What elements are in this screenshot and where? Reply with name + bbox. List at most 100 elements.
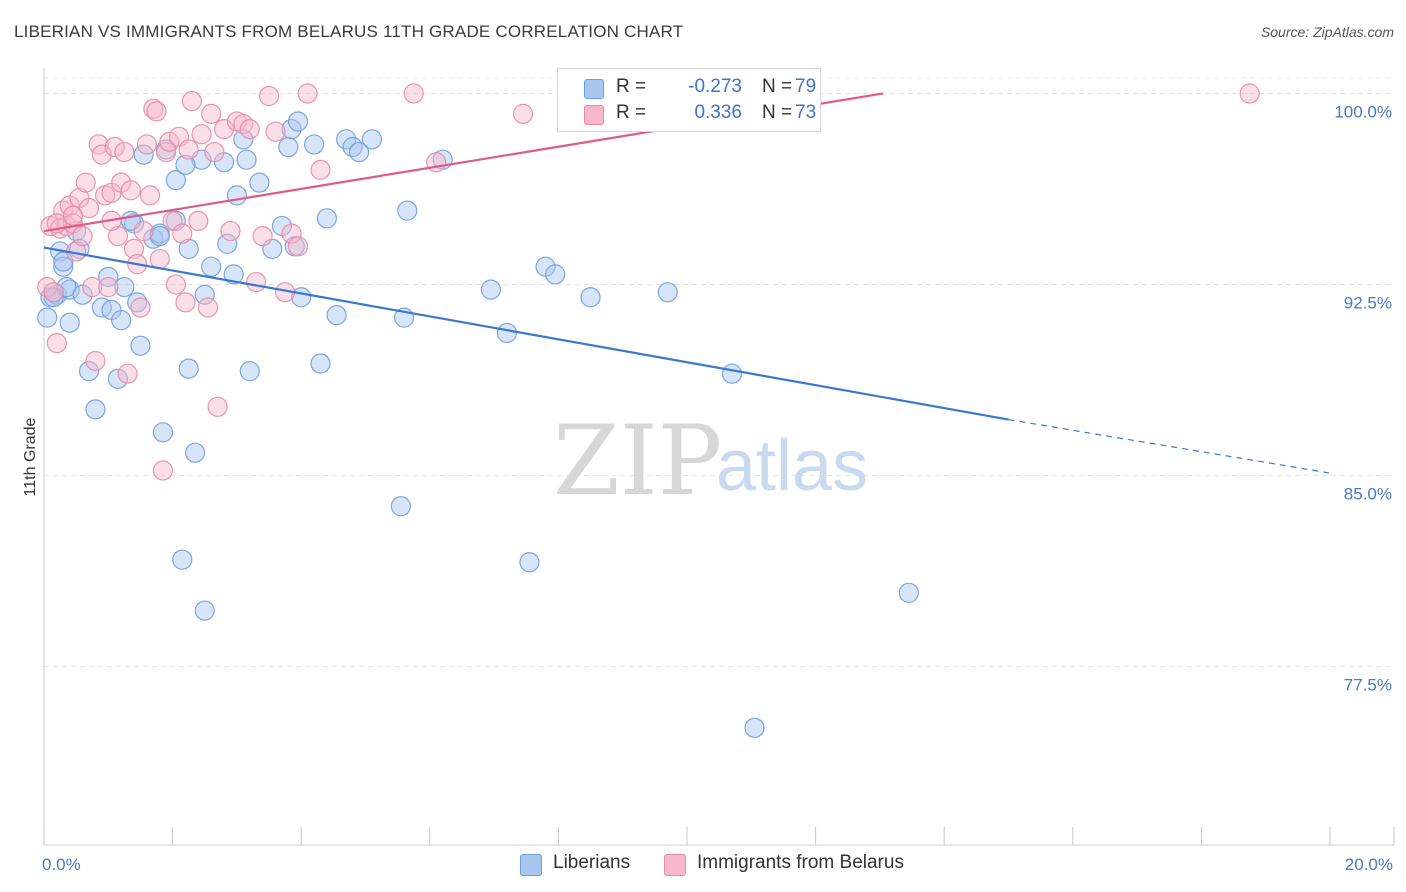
data-point: [316, 208, 338, 229]
data-point: [43, 282, 64, 303]
x-tick-label: 20.0%: [1345, 855, 1393, 874]
axes: [43, 68, 1395, 846]
data-point: [303, 134, 325, 155]
series-0-points: [37, 111, 919, 738]
watermark-zip: ZIP: [553, 405, 722, 517]
data-point: [152, 422, 174, 443]
data-point: [172, 223, 193, 244]
legend-r-label: R =: [616, 76, 647, 97]
data-points: [37, 83, 1260, 738]
data-point: [120, 180, 141, 201]
data-point: [246, 271, 267, 293]
data-point: [721, 363, 743, 384]
data-point: [287, 236, 309, 257]
data-point: [85, 350, 106, 372]
data-point: [580, 287, 601, 308]
data-point: [172, 549, 193, 570]
legend-n-label: N =: [762, 76, 793, 97]
data-point: [310, 159, 331, 181]
y-tick-label: 100.0%: [1334, 102, 1392, 121]
data-point: [72, 226, 93, 247]
data-point: [258, 85, 280, 107]
data-point: [152, 460, 174, 481]
data-point: [480, 279, 501, 300]
data-point: [390, 496, 411, 517]
data-point: [98, 276, 119, 298]
data-point: [310, 353, 331, 374]
data-point: [545, 264, 566, 285]
data-point: [265, 121, 286, 142]
data-point: [188, 210, 209, 231]
data-point: [139, 185, 161, 206]
data-point: [85, 399, 106, 420]
legend-r-value: 0.336: [694, 102, 742, 123]
data-point: [46, 333, 67, 354]
data-point: [185, 442, 206, 463]
watermark: ZIP atlas: [553, 405, 868, 517]
data-point: [75, 172, 96, 193]
data-point: [165, 274, 186, 295]
data-point: [361, 129, 383, 150]
data-point: [657, 282, 678, 303]
legend-n-value: 79: [795, 76, 817, 97]
legend-n-value: 73: [795, 102, 817, 123]
chart-title: LIBERIAN VS IMMIGRANTS FROM BELARUS 11TH…: [14, 22, 684, 41]
y-axis-label: 11th Grade: [22, 417, 39, 496]
data-point: [898, 582, 919, 603]
data-point: [348, 141, 370, 163]
y-tick-label: 85.0%: [1344, 485, 1392, 504]
data-point: [130, 297, 151, 318]
data-point: [204, 141, 225, 163]
data-point: [194, 600, 215, 621]
data-point: [236, 149, 257, 170]
data-point: [98, 266, 119, 287]
data-point: [233, 129, 254, 150]
data-point: [146, 101, 167, 122]
data-point: [159, 131, 180, 152]
data-point: [278, 136, 299, 158]
source-label: Source: ZipAtlas.com: [1260, 24, 1394, 40]
data-point: [213, 119, 235, 140]
data-point: [194, 284, 215, 305]
data-point: [201, 256, 222, 277]
data-point: [175, 154, 196, 175]
data-point: [519, 552, 540, 573]
series-1-points: [37, 83, 1260, 481]
legend-r-value: -0.273: [688, 76, 742, 97]
data-point: [744, 717, 765, 738]
trend-line-extension-0: [1008, 418, 1331, 474]
data-point: [223, 264, 244, 285]
data-point: [149, 226, 170, 247]
data-point: [149, 248, 170, 270]
data-point: [130, 335, 151, 356]
data-point: [220, 220, 241, 242]
series-swatch-liberians: [520, 854, 542, 876]
data-point: [37, 307, 58, 328]
data-point: [107, 368, 129, 389]
data-point: [496, 322, 518, 344]
data-point: [43, 287, 64, 308]
data-point: [62, 205, 84, 226]
series-swatch-belarus: [664, 854, 686, 876]
data-point: [133, 220, 154, 242]
data-point: [512, 103, 534, 124]
data-point: [136, 134, 157, 155]
data-point: [1239, 83, 1260, 104]
y-tick-label: 77.5%: [1344, 676, 1392, 695]
data-point: [91, 144, 112, 165]
data-point: [82, 276, 103, 298]
series-label-liberians: Liberians: [553, 852, 631, 873]
data-point: [403, 83, 424, 104]
data-point: [252, 226, 273, 247]
data-point: [197, 297, 219, 318]
data-point: [281, 223, 302, 244]
tick-labels: 100.0% 92.5% 85.0% 77.5% 0.0% 20.0%: [42, 102, 1393, 874]
data-point: [226, 185, 247, 206]
data-point: [178, 238, 199, 259]
data-point: [326, 305, 347, 326]
data-point: [111, 310, 132, 331]
data-point: [191, 124, 212, 145]
data-point: [181, 91, 202, 112]
x-tick-label: 0.0%: [42, 855, 81, 874]
